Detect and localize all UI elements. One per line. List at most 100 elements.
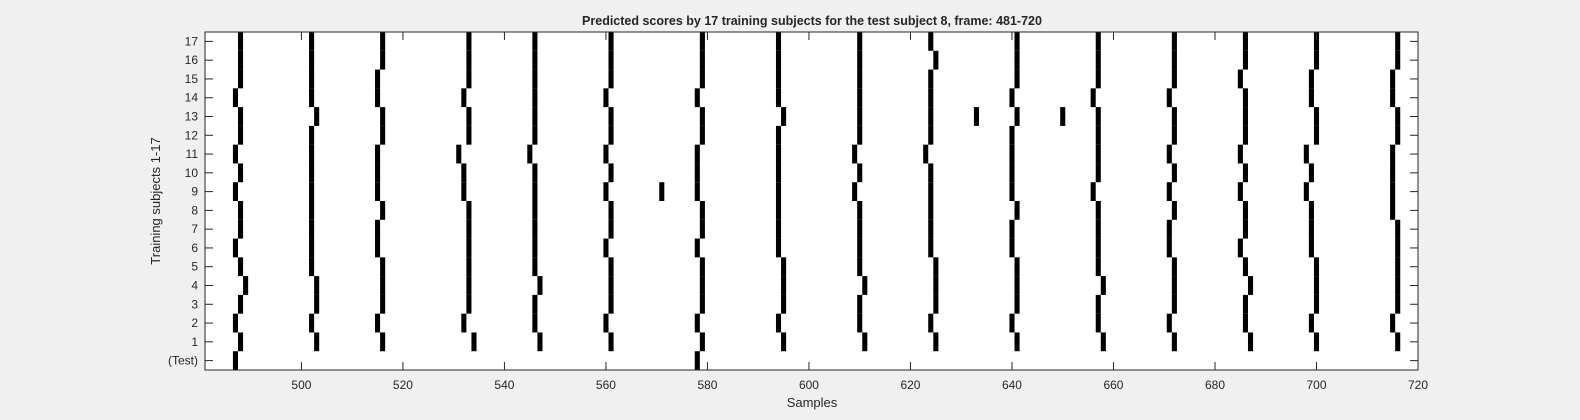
score-mark	[1313, 276, 1320, 295]
score-mark	[1308, 219, 1314, 239]
score-mark	[933, 332, 939, 352]
score-mark	[1095, 50, 1101, 70]
score-mark	[532, 201, 538, 220]
score-mark	[314, 276, 320, 295]
score-mark	[857, 88, 863, 108]
score-mark	[1090, 88, 1096, 108]
score-mark	[1014, 32, 1020, 51]
y-tick-label: 5	[191, 260, 198, 274]
score-mark	[466, 107, 472, 126]
y-tick-label: 10	[185, 166, 199, 180]
score-mark	[1166, 144, 1172, 164]
y-tick-label: 8	[191, 203, 198, 217]
score-mark	[694, 238, 700, 258]
x-tick-label: 500	[291, 378, 311, 392]
score-mark	[923, 144, 929, 164]
score-mark	[237, 125, 244, 145]
score-mark	[1166, 219, 1172, 239]
score-mark	[1395, 219, 1401, 239]
score-mark	[857, 69, 863, 89]
score-mark	[1171, 69, 1177, 89]
score-mark	[466, 219, 472, 239]
score-mark	[1308, 88, 1314, 108]
score-mark	[237, 50, 244, 70]
score-mark	[380, 276, 386, 295]
score-mark	[852, 182, 858, 201]
score-mark	[1095, 257, 1101, 277]
score-mark	[933, 50, 939, 70]
score-mark	[1095, 69, 1101, 89]
score-mark	[852, 144, 858, 164]
score-mark	[1060, 107, 1066, 126]
score-mark	[694, 351, 700, 370]
score-mark	[232, 238, 238, 258]
score-mark	[1095, 219, 1101, 239]
y-tick-label: 15	[185, 72, 199, 86]
score-mark	[309, 257, 315, 277]
score-mark	[1009, 238, 1015, 258]
score-mark	[1242, 294, 1248, 314]
y-tick-label: 16	[185, 53, 199, 67]
score-marks	[232, 32, 1401, 370]
score-mark	[1095, 107, 1101, 126]
score-mark	[532, 163, 538, 183]
score-mark	[857, 238, 863, 258]
score-mark	[237, 107, 244, 126]
score-mark	[862, 332, 868, 352]
score-mark	[928, 107, 934, 126]
score-mark	[1009, 125, 1015, 145]
score-mark	[775, 182, 782, 201]
score-mark	[775, 219, 782, 239]
score-mark	[775, 125, 782, 145]
score-mark	[466, 32, 472, 51]
score-mark	[1095, 294, 1101, 314]
score-mark	[603, 182, 609, 201]
score-mark	[781, 257, 787, 277]
score-mark	[1014, 294, 1020, 314]
x-tick-label: 560	[596, 378, 616, 392]
score-mark	[1237, 144, 1243, 164]
score-mark	[1242, 32, 1248, 51]
score-mark	[857, 107, 863, 126]
score-mark	[532, 125, 538, 145]
score-mark	[1313, 125, 1320, 145]
score-mark	[232, 182, 238, 201]
score-mark	[608, 332, 614, 352]
score-mark	[237, 294, 244, 314]
score-mark	[603, 238, 609, 258]
score-mark	[1014, 107, 1020, 126]
score-mark	[1308, 163, 1314, 183]
score-mark	[532, 294, 538, 314]
score-mark	[1313, 332, 1320, 352]
score-mark	[461, 88, 467, 108]
score-mark	[699, 332, 705, 352]
score-mark	[309, 238, 315, 258]
score-mark	[775, 313, 782, 333]
score-mark	[928, 313, 934, 333]
score-mark	[471, 332, 477, 352]
score-mark	[1100, 276, 1106, 295]
score-mark	[532, 182, 538, 201]
y-tick-label: 2	[191, 316, 198, 330]
score-mark	[1395, 107, 1401, 126]
y-tick-label: (Test)	[168, 354, 198, 368]
score-mark	[380, 201, 386, 220]
score-mark	[928, 88, 934, 108]
score-mark	[1395, 276, 1401, 295]
score-mark	[1171, 257, 1177, 277]
score-mark	[309, 32, 315, 51]
score-mark	[1171, 32, 1177, 51]
score-mark	[1014, 50, 1020, 70]
score-mark	[532, 32, 538, 51]
score-mark	[1014, 276, 1020, 295]
score-mark	[375, 219, 381, 239]
score-mark	[603, 144, 609, 164]
score-mark	[1100, 332, 1106, 352]
score-mark	[380, 107, 386, 126]
score-mark	[659, 182, 665, 201]
score-mark	[608, 219, 614, 239]
x-tick-label: 580	[697, 378, 717, 392]
score-mark	[1171, 125, 1177, 145]
score-mark	[775, 88, 782, 108]
